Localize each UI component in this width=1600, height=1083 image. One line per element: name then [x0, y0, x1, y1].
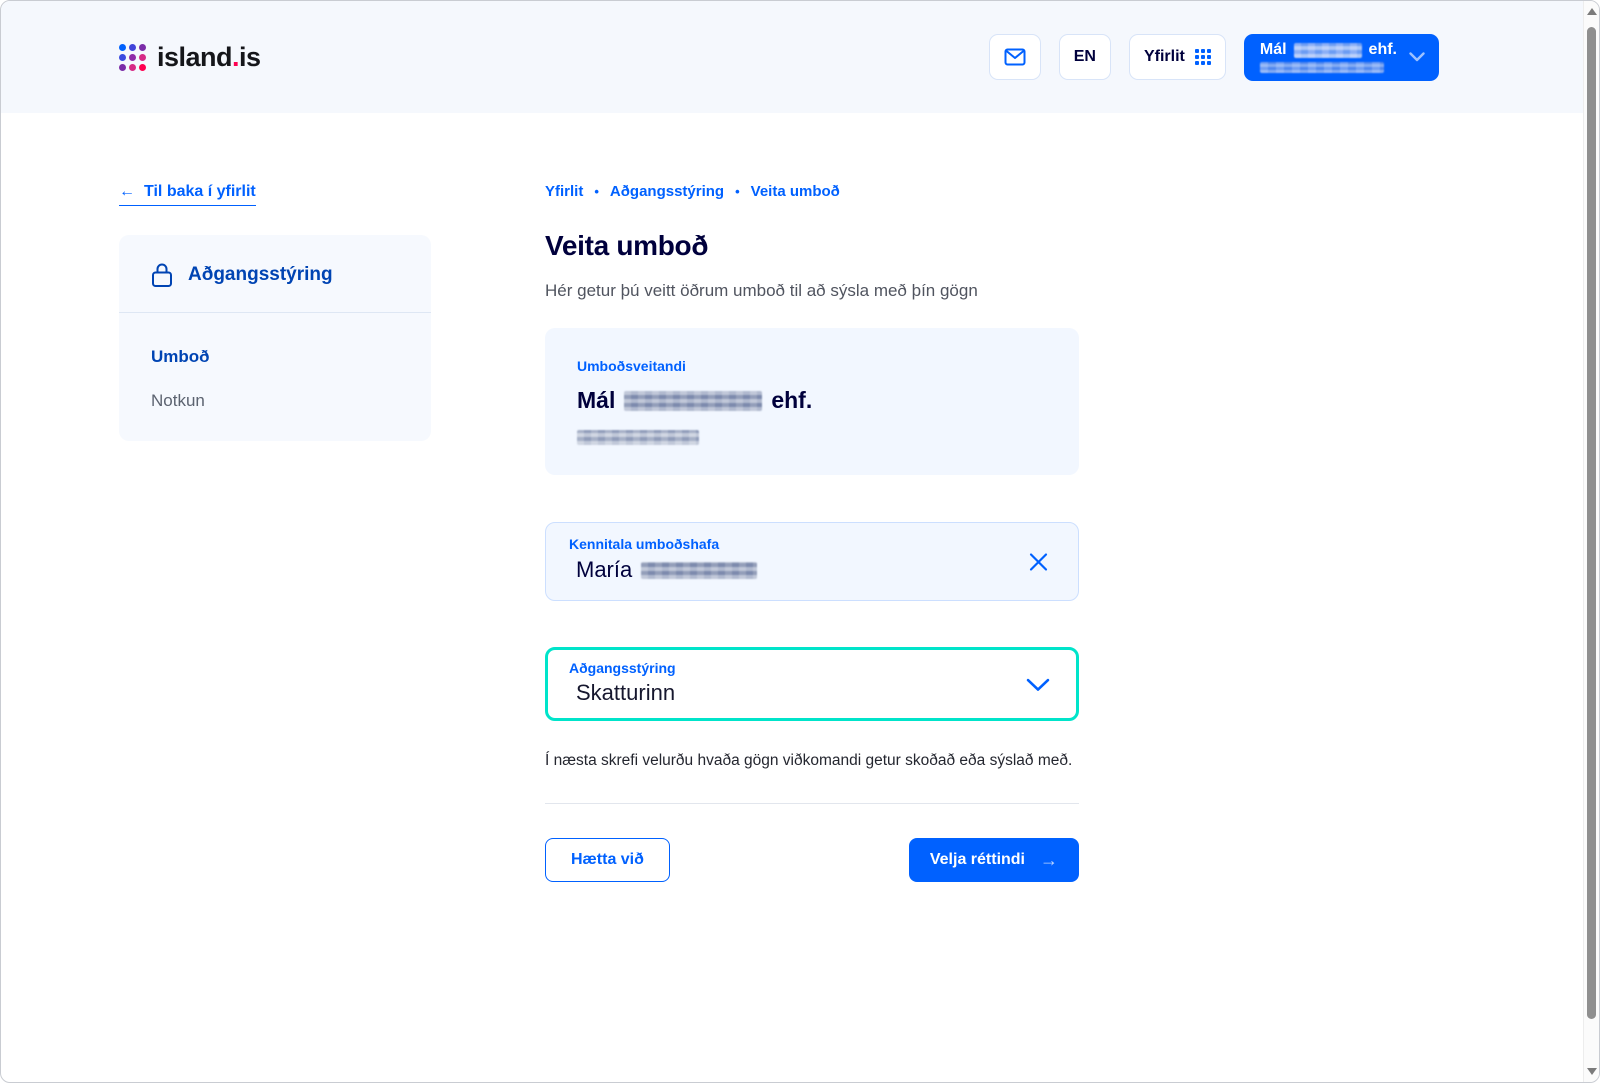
- sidebar: ← Til baka í yfirlit Aðgangsstýring Umbo…: [119, 183, 431, 882]
- divider: [545, 803, 1079, 804]
- sidebar-items: Umboð Notkun: [119, 313, 431, 441]
- access-select-value: Skatturinn: [576, 680, 676, 705]
- language-button-label: EN: [1073, 48, 1096, 65]
- page-content: ← Til baka í yfirlit Aðgangsstýring Umbo…: [1, 113, 1599, 882]
- sidebar-nav-card: Aðgangsstýring Umboð Notkun: [119, 235, 431, 441]
- chevron-down-icon: [1409, 52, 1425, 62]
- redacted-person-name: [641, 561, 758, 579]
- logo-dots-icon: [119, 43, 146, 71]
- helper-text: Í næsta skrefi velurðu hvaða gögn viðkom…: [545, 752, 1073, 769]
- close-icon: [1029, 552, 1048, 574]
- scroll-up-arrow-icon[interactable]: [1586, 8, 1597, 15]
- overview-button-label: Yfirlit: [1143, 48, 1185, 65]
- redacted-user-name: [1259, 62, 1384, 73]
- grantee-id-field[interactable]: Kennitala umboðshafa María: [545, 522, 1079, 601]
- page-title: Veita umboð: [545, 230, 709, 261]
- submit-button[interactable]: Velja réttindi →: [908, 838, 1079, 882]
- sidebar-section-title: Aðgangsstýring: [188, 264, 333, 285]
- grantor-card: Umboðsveitandi Mál ehf.: [545, 328, 1079, 475]
- form-actions: Hætta við Velja réttindi →: [545, 838, 1079, 882]
- breadcrumb-yfirlit[interactable]: Yfirlit: [545, 183, 584, 200]
- scrollbar[interactable]: [1583, 1, 1599, 1082]
- overview-button[interactable]: Yfirlit: [1128, 34, 1226, 80]
- island-logo[interactable]: island.is: [119, 42, 261, 73]
- user-menu-button[interactable]: Mál ehf.: [1243, 33, 1439, 81]
- sidebar-item-umbod[interactable]: Umboð: [151, 347, 210, 366]
- chevron-down-icon: [1026, 678, 1050, 692]
- user-company-name: Mál ehf.: [1259, 41, 1397, 58]
- grantor-national-id: [577, 430, 1047, 445]
- sidebar-item-notkun[interactable]: Notkun: [151, 391, 205, 410]
- page-subtitle: Hér getur þú veitt öðrum umboð til að sý…: [545, 281, 978, 300]
- site-header: island.is EN Yfirlit: [1, 1, 1599, 113]
- back-link[interactable]: ← Til baka í yfirlit: [119, 183, 256, 206]
- cancel-button[interactable]: Hætta við: [545, 838, 670, 882]
- breadcrumb-veita-umbod[interactable]: Veita umboð: [750, 183, 840, 200]
- scroll-down-arrow-icon[interactable]: [1586, 1068, 1597, 1075]
- breadcrumb-separator: •: [735, 184, 740, 199]
- access-control-select[interactable]: Aðgangsstýring Skatturinn: [545, 647, 1079, 721]
- logo-text: island.is: [157, 41, 261, 72]
- back-link-label: Til baka í yfirlit: [144, 183, 256, 200]
- mail-icon: [1004, 48, 1026, 66]
- mail-button[interactable]: [988, 34, 1041, 80]
- redacted-company-name: [1293, 42, 1362, 58]
- redacted-company-name: [624, 390, 763, 411]
- grantor-card-label: Umboðsveitandi: [577, 358, 686, 374]
- language-button[interactable]: EN: [1058, 34, 1111, 80]
- redacted-national-id: [577, 430, 699, 445]
- header-actions: EN Yfirlit Mál ehf.: [988, 33, 1439, 81]
- submit-button-label: Velja réttindi: [929, 851, 1025, 868]
- lock-icon: [151, 262, 173, 288]
- grantee-field-value: María: [576, 557, 1018, 583]
- main-panel: Yfirlit • Aðgangsstýring • Veita umboð V…: [545, 183, 1079, 882]
- grantee-field-label: Kennitala umboðshafa: [569, 536, 720, 552]
- user-menu-labels: Mál ehf.: [1259, 41, 1397, 73]
- clear-button[interactable]: [1025, 548, 1052, 575]
- breadcrumb-separator: •: [594, 184, 599, 199]
- sidebar-section-header: Aðgangsstýring: [119, 235, 431, 313]
- scrollbar-thumb[interactable]: [1587, 27, 1596, 1019]
- grid-icon: [1194, 49, 1211, 65]
- grantor-company-name: Mál ehf.: [577, 387, 813, 413]
- access-select-label: Aðgangsstýring: [569, 660, 676, 676]
- breadcrumb-adgangsstyring[interactable]: Aðgangsstýring: [609, 183, 725, 200]
- breadcrumb: Yfirlit • Aðgangsstýring • Veita umboð: [545, 183, 1079, 200]
- arrow-left-icon: ←: [119, 183, 135, 200]
- arrow-right-icon: →: [1040, 849, 1058, 870]
